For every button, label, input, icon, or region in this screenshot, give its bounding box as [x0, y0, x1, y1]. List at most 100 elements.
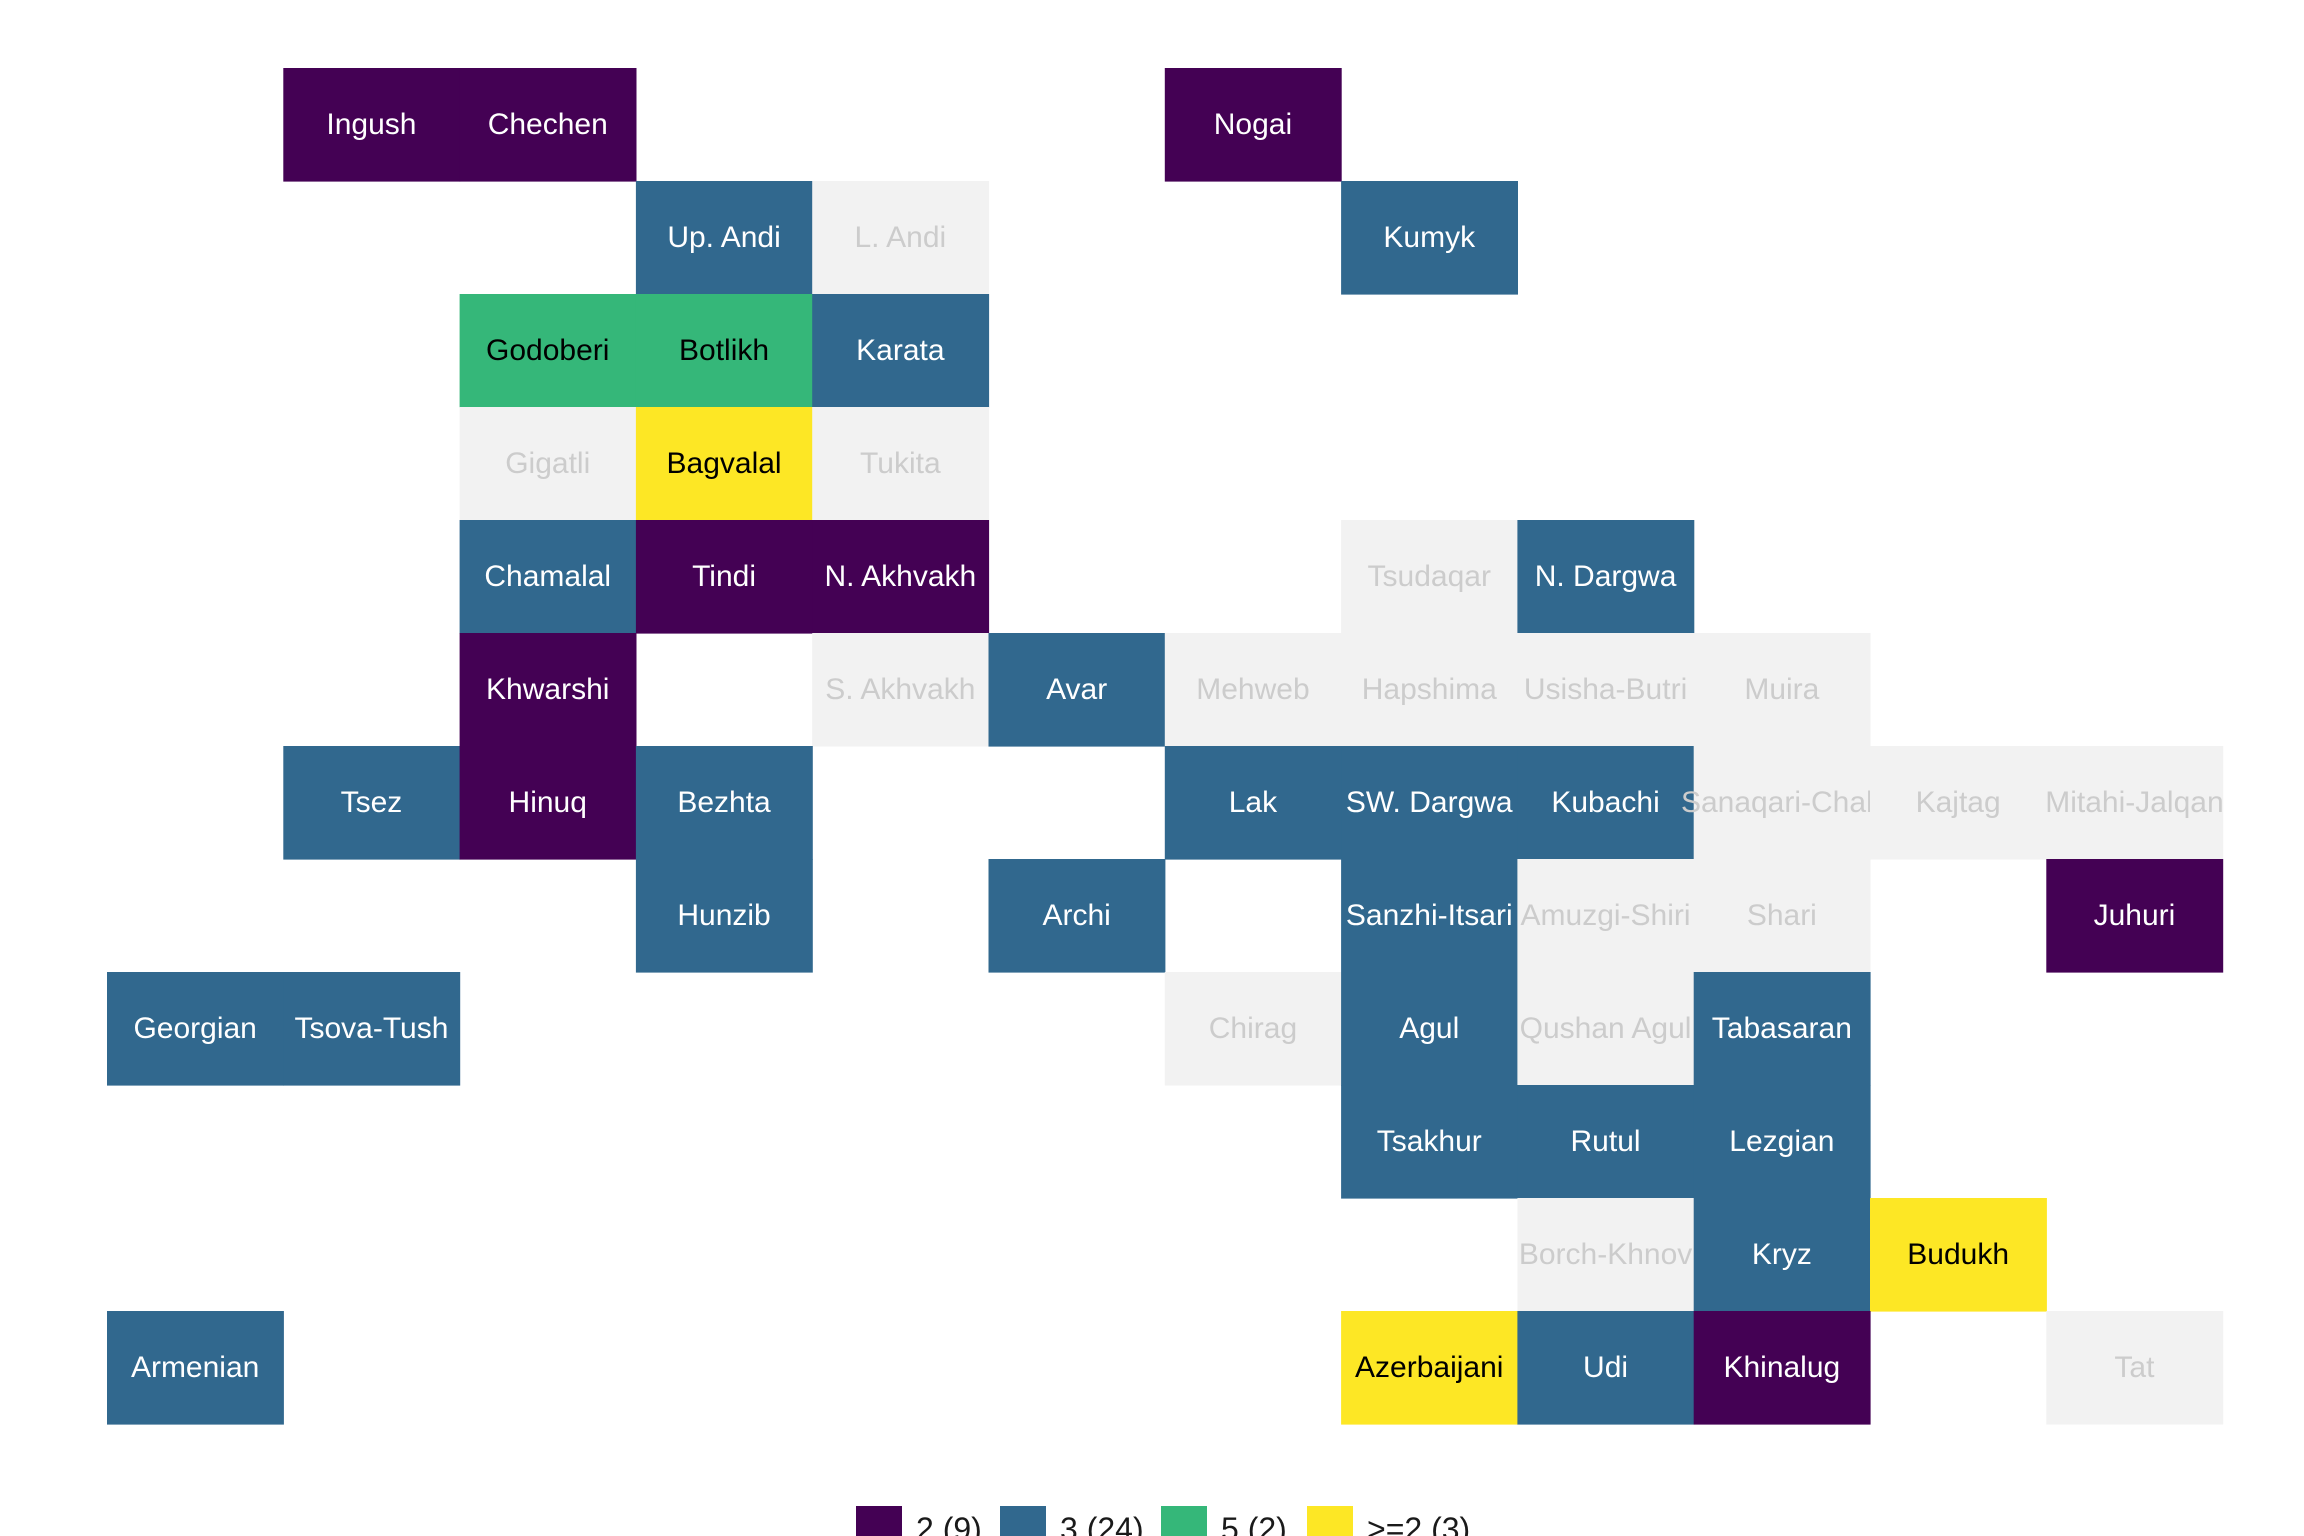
tile-layer: Ingush Chechen Nogai Up. Andi L. Andi Kumyk Go… — [107, 68, 2224, 1425]
legend-label: 3 (24) — [1060, 1511, 1144, 1536]
tile-label: Tsudaqar — [1368, 560, 1491, 593]
tile-label: Tsez — [341, 786, 403, 819]
tile-rect — [107, 1311, 284, 1425]
tile-botlikh: Botlikh — [635, 294, 813, 408]
tile-hapshima: Hapshima — [1341, 633, 1518, 747]
tile-hinuq: Hinuq — [459, 746, 637, 860]
tile-mehweb: Mehweb — [1164, 633, 1342, 747]
legend-item-2-9: 2 (9) — [856, 1506, 982, 1536]
tile-rect — [635, 859, 813, 973]
tile-qushan-agul: Qushan Agul — [1517, 972, 1695, 1086]
tile-rect — [1693, 1085, 1871, 1199]
tile-rect — [1341, 746, 1518, 860]
tile-rect — [1517, 972, 1695, 1086]
tile-n-akhvakh: N. Akhvakh — [812, 520, 990, 634]
tile-label: Avar — [1046, 673, 1107, 706]
tile-label: Rutul — [1571, 1125, 1641, 1158]
tile-label: Hunzib — [677, 899, 770, 932]
tile-label: Nogai — [1214, 108, 1292, 141]
tile-label: Azerbaijani — [1355, 1351, 1503, 1384]
tile-karata: Karata — [812, 294, 990, 408]
tile-rect — [812, 294, 990, 408]
tile-sanzhi-itsari: Sanzhi-Itsari — [1341, 859, 1518, 973]
tile-nogai: Nogai — [1164, 68, 1342, 182]
tile-rect — [812, 407, 990, 521]
legend-swatch — [1307, 1506, 1353, 1536]
tile-label: Mehweb — [1196, 673, 1309, 706]
tile-rect — [283, 68, 461, 182]
tile-rect — [1693, 972, 1871, 1086]
legend: 2 (9) 3 (24) 5 (2) >=2 (3) — [856, 1506, 1470, 1536]
tile-label: Bagvalal — [667, 447, 782, 480]
tile-muira: Muira — [1693, 633, 1871, 747]
tile-rect — [107, 972, 284, 1086]
tile-azerbaijani: Azerbaijani — [1341, 1311, 1518, 1425]
tile-label: SW. Dargwa — [1346, 786, 1513, 819]
tile-budukh: Budukh — [1870, 1198, 2047, 1312]
tile-label: Tindi — [692, 560, 756, 593]
tile-label: Chamalal — [484, 560, 611, 593]
tile-label: L. Andi — [854, 221, 946, 254]
tile-label: Mitahi-Jalqan — [2045, 786, 2223, 819]
tile-label: Borch-Khnov — [1519, 1238, 1692, 1271]
legend-item-5-2: 5 (2) — [1161, 1506, 1287, 1536]
tile-khwarshi: Khwarshi — [459, 633, 637, 747]
tile-label: N. Akhvakh — [824, 560, 976, 593]
tile-label: Budukh — [1907, 1238, 2009, 1271]
tile-l-andi: L. Andi — [812, 181, 990, 295]
tile-chirag: Chirag — [1164, 972, 1342, 1086]
tile-label: Hapshima — [1362, 673, 1497, 706]
tile-label: Sanzhi-Itsari — [1346, 899, 1513, 932]
tile-rect — [459, 294, 637, 408]
tile-bezhta: Bezhta — [635, 746, 813, 860]
tile-label: Tsakhur — [1377, 1125, 1482, 1158]
tile-rect — [2046, 859, 2224, 973]
tile-rect — [1517, 1311, 1695, 1425]
tile-label: Armenian — [131, 1351, 259, 1384]
tile-archi: Archi — [988, 859, 1166, 973]
tile-label: Agul — [1399, 1012, 1459, 1045]
tile-rect — [1693, 633, 1871, 747]
tile-rect — [635, 181, 813, 295]
tile-label: S. Akhvakh — [825, 673, 975, 706]
tile-label: Botlikh — [679, 334, 769, 367]
tile-rect — [283, 972, 461, 1086]
tile-rect — [988, 859, 1166, 973]
legend-swatch — [856, 1506, 902, 1536]
tile-juhuri: Juhuri — [2046, 859, 2224, 973]
legend-label: >=2 (3) — [1367, 1511, 1470, 1536]
tile-tsez: Tsez — [283, 746, 461, 860]
tile-rect — [812, 633, 990, 747]
tile-label: Chirag — [1209, 1012, 1297, 1045]
tile-bagvalal: Bagvalal — [635, 407, 813, 521]
tile-rect — [1693, 859, 1871, 973]
tile-rect — [635, 407, 813, 521]
tile-amuzgi-shiri: Amuzgi-Shiri — [1517, 859, 1695, 973]
tile-rect — [1517, 633, 1695, 747]
legend-swatch — [1161, 1506, 1207, 1536]
tile-lezgian: Lezgian — [1693, 1085, 1871, 1199]
tile-usisha-butri: Usisha-Butri — [1517, 633, 1695, 747]
tile-borch-khnov: Borch-Khnov — [1517, 1198, 1695, 1312]
tile-s-akhvakh: S. Akhvakh — [812, 633, 990, 747]
tile-rect — [459, 633, 637, 747]
tile-label: N. Dargwa — [1535, 560, 1677, 593]
tile-label: Georgian — [133, 1012, 256, 1045]
tile-kumyk: Kumyk — [1341, 181, 1518, 295]
tile-tsova-tush: Tsova-Tush — [283, 972, 461, 1086]
tile-rect — [1341, 972, 1518, 1086]
tile-label: Shari — [1747, 899, 1817, 932]
tile-label: Ingush — [326, 108, 416, 141]
tile-georgian: Georgian — [107, 972, 284, 1086]
tile-rect — [988, 633, 1166, 747]
tile-agul: Agul — [1341, 972, 1518, 1086]
tile-ingush: Ingush — [283, 68, 461, 182]
legend-item-3-24: 3 (24) — [1000, 1506, 1144, 1536]
tile-avar: Avar — [988, 633, 1166, 747]
tile-rect — [1517, 1085, 1695, 1199]
tile-label: Lak — [1229, 786, 1278, 819]
tile-label: Bezhta — [677, 786, 771, 819]
tile-udi: Udi — [1517, 1311, 1695, 1425]
tile-khinalug: Khinalug — [1693, 1311, 1871, 1425]
